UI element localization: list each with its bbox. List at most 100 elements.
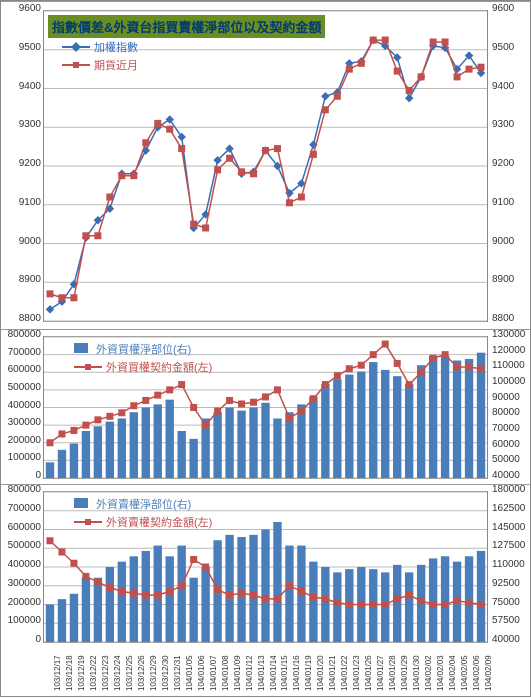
- x-tick-label: 104/02/09: [484, 655, 493, 691]
- x-tick-label: 104/01/30: [412, 655, 421, 691]
- legend-item: 外資買權淨部位(右): [74, 341, 212, 357]
- y-tick-label: 9400: [492, 81, 530, 92]
- y-tick-label: 180000: [492, 484, 530, 495]
- y-tick-label: 0: [3, 470, 41, 481]
- y-tick-label: 9500: [492, 42, 530, 53]
- x-tick-label: 104/01/29: [400, 655, 409, 691]
- x-tick-label: 103/12/18: [65, 655, 74, 691]
- x-tick-label: 104/01/23: [352, 655, 361, 691]
- legend-marker: [62, 59, 90, 71]
- legend-2: 外資買權淨部位(右) 外資買權契約金額(左): [74, 341, 212, 377]
- legend-item: 外資買權契約金額(左): [74, 359, 212, 375]
- y-tick-label: 70000: [492, 423, 530, 434]
- x-tick-label: 104/02/06: [472, 655, 481, 691]
- legend-marker: [62, 41, 90, 53]
- y-tick-label: 50000: [492, 454, 530, 465]
- chart-title: 指數價差&外資台指買賣權淨部位以及契約金額: [48, 15, 325, 38]
- legend-marker: [74, 343, 92, 355]
- y-tick-label: 0: [3, 634, 41, 645]
- plot-area-1: 指數價差&外資台指買賣權淨部位以及契約金額 加權指數期貨近月: [43, 10, 488, 322]
- y-tick-label: 9300: [492, 119, 530, 130]
- y-tick-label: 400000: [3, 400, 41, 411]
- y-tick-label: 40000: [492, 470, 530, 481]
- legend-label: 外資賣權淨部位(右): [96, 496, 191, 512]
- y-tick-label: 100000: [3, 615, 41, 626]
- chart-container: 指數價差&外資台指買賣權淨部位以及契約金額 加權指數期貨近月 8800 8900 9…: [0, 0, 531, 697]
- x-tick-label: 104/02/05: [460, 655, 469, 691]
- y-tick-label: 40000: [492, 634, 530, 645]
- y-tick-label: 8800: [3, 313, 41, 324]
- x-tick-label: 104/02/04: [448, 655, 457, 691]
- legend-3: 外資賣權淨部位(右)外資賣權契約金額(左): [74, 496, 212, 532]
- legend-label: 期貨近月: [94, 57, 138, 73]
- x-tick-label: 104/01/22: [340, 655, 349, 691]
- y-tick-label: 300000: [3, 417, 41, 428]
- x-tick-label: 104/01/26: [364, 655, 373, 691]
- x-tick-label: 104/01/27: [376, 655, 385, 691]
- y-tick-label: 300000: [3, 578, 41, 589]
- y-tick-label: 800000: [3, 329, 41, 340]
- panel-call: 外資買權淨部位(右) 外資買權契約金額(左) 0 100000 200000 30000…: [1, 329, 530, 485]
- y-tick-label: 8900: [3, 274, 41, 285]
- x-tick-label: 103/12/26: [137, 655, 146, 691]
- y-tick-label: 145000: [492, 522, 530, 533]
- y-tick-label: 9600: [3, 3, 41, 14]
- y-tick-label: 700000: [3, 347, 41, 358]
- plot-area-2: 外資買權淨部位(右) 外資買權契約金額(左): [43, 336, 488, 479]
- y-tick-label: 9000: [492, 236, 530, 247]
- y-tick-label: 600000: [3, 364, 41, 375]
- y-tick-label: 127500: [492, 540, 530, 551]
- y-tick-label: 60000: [492, 439, 530, 450]
- y-tick-label: 400000: [3, 559, 41, 570]
- x-tick-label: 104/01/19: [304, 655, 313, 691]
- legend-item: 外資賣權淨部位(右): [74, 496, 212, 512]
- x-tick-label: 104/02/02: [424, 655, 433, 691]
- panel-put: 外資賣權淨部位(右)外資賣權契約金額(左) 0 100000 200000 30000…: [1, 484, 530, 698]
- x-tick-label: 104/01/21: [328, 655, 337, 691]
- y-tick-label: 57500: [492, 615, 530, 626]
- x-tick-label: 103/12/30: [161, 655, 170, 691]
- x-tick-label: 104/01/06: [197, 655, 206, 691]
- y-tick-label: 9300: [3, 119, 41, 130]
- y-tick-label: 700000: [3, 503, 41, 514]
- y-tick-label: 9000: [3, 236, 41, 247]
- x-tick-label: 103/12/29: [149, 655, 158, 691]
- y-tick-label: 9100: [3, 197, 41, 208]
- legend-label: 外資買權淨部位(右): [96, 341, 191, 357]
- y-tick-label: 110000: [492, 360, 530, 371]
- y-tick-label: 130000: [492, 329, 530, 340]
- y-tick-label: 200000: [3, 435, 41, 446]
- legend-marker: [74, 361, 102, 373]
- x-tick-label: 104/01/12: [245, 655, 254, 691]
- y-tick-label: 9500: [3, 42, 41, 53]
- y-tick-label: 8900: [492, 274, 530, 285]
- y-tick-label: 200000: [3, 597, 41, 608]
- y-tick-label: 80000: [492, 407, 530, 418]
- x-tick-label: 104/01/28: [388, 655, 397, 691]
- y-tick-label: 9200: [3, 158, 41, 169]
- legend-label: 外資買權契約金額(左): [106, 359, 212, 375]
- y-tick-label: 162500: [492, 503, 530, 514]
- x-tick-label: 103/12/19: [77, 655, 86, 691]
- y-tick-label: 8800: [492, 313, 530, 324]
- x-tick-label: 104/01/07: [209, 655, 218, 691]
- y-tick-label: 90000: [492, 392, 530, 403]
- y-tick-label: 100000: [3, 452, 41, 463]
- y-tick-label: 500000: [3, 382, 41, 393]
- y-tick-label: 9200: [492, 158, 530, 169]
- x-tick-label: 104/01/16: [292, 655, 301, 691]
- x-tick-label: 103/12/22: [89, 655, 98, 691]
- x-tick-label: 103/12/17: [53, 655, 62, 691]
- x-tick-label: 104/01/05: [185, 655, 194, 691]
- y-tick-label: 110000: [492, 559, 530, 570]
- x-tick-label: 103/12/23: [101, 655, 110, 691]
- x-tick-label: 104/01/15: [280, 655, 289, 691]
- x-tick-label: 104/02/03: [436, 655, 445, 691]
- y-tick-label: 500000: [3, 540, 41, 551]
- x-tick-label: 103/12/24: [113, 655, 122, 691]
- y-tick-label: 9400: [3, 81, 41, 92]
- legend-marker: [74, 516, 102, 528]
- legend-label: 加權指數: [94, 39, 138, 55]
- x-tick-label: 104/01/13: [257, 655, 266, 691]
- y-tick-label: 75000: [492, 597, 530, 608]
